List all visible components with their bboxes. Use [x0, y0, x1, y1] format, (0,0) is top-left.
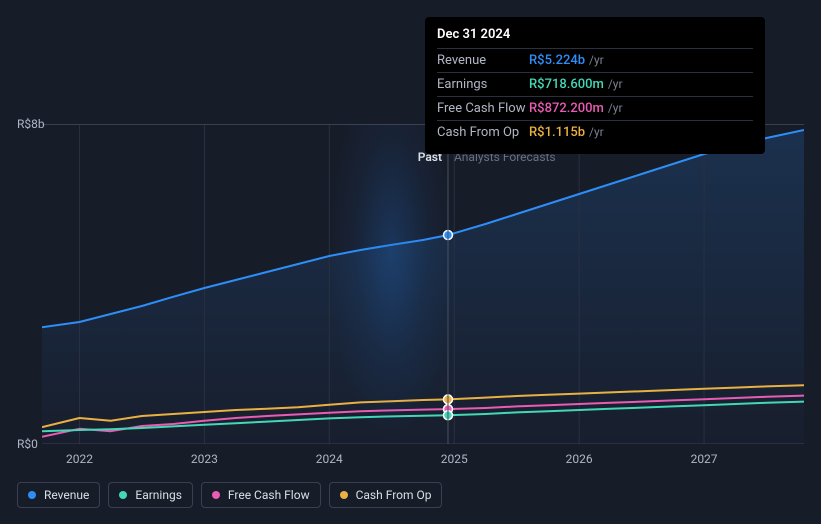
- legend-dot: [340, 491, 348, 499]
- legend-item[interactable]: Earnings: [108, 482, 193, 508]
- tooltip-row-value: R$5.224b: [529, 53, 585, 68]
- tooltip-row: Revenue R$5.224b /yr: [437, 49, 753, 73]
- legend-item[interactable]: Free Cash Flow: [201, 482, 321, 508]
- x-axis-label: 2023: [191, 452, 218, 466]
- tooltip-row-unit: /yr: [608, 77, 623, 92]
- tooltip-date: Dec 31 2024: [437, 27, 753, 49]
- legend-dot: [212, 491, 220, 499]
- x-axis-label: 2025: [441, 452, 468, 466]
- legend-item[interactable]: Revenue: [17, 482, 100, 508]
- legend-label: Cash From Op: [356, 488, 432, 502]
- tooltip-row: Cash From Op R$1.115b /yr: [437, 121, 753, 144]
- legend-label: Earnings: [135, 488, 182, 502]
- tooltip-row-unit: /yr: [608, 101, 623, 116]
- tooltip-row-label: Revenue: [437, 53, 529, 68]
- legend-label: Free Cash Flow: [228, 488, 310, 502]
- tooltip-row-unit: /yr: [589, 53, 604, 68]
- x-axis-label: 2022: [66, 452, 93, 466]
- y-axis-label: R$8b: [17, 117, 45, 131]
- y-axis-label: R$0: [17, 437, 38, 451]
- tooltip-row: Free Cash Flow R$872.200m /yr: [437, 97, 753, 121]
- tooltip-row-value: R$718.600m: [529, 77, 604, 92]
- legend-item[interactable]: Cash From Op: [329, 482, 443, 508]
- x-axis-label: 2026: [566, 452, 593, 466]
- tooltip-row-label: Earnings: [437, 77, 529, 92]
- tooltip-row-value: R$872.200m: [529, 101, 604, 116]
- x-axis-label: 2027: [691, 452, 718, 466]
- chart-svg: [42, 124, 804, 444]
- x-axis: 2022 2023 2024 2025 2026 2027: [42, 452, 804, 472]
- tooltip: Dec 31 2024 Revenue R$5.224b /yrEarnings…: [425, 17, 765, 154]
- x-axis-label: 2024: [316, 452, 343, 466]
- chart-plot: Past Analysts Forecasts: [42, 124, 804, 444]
- legend-dot: [28, 491, 36, 499]
- tooltip-row-unit: /yr: [589, 125, 604, 140]
- tooltip-row-label: Cash From Op: [437, 125, 529, 140]
- tooltip-row-label: Free Cash Flow: [437, 101, 529, 116]
- legend: Revenue Earnings Free Cash Flow Cash From O…: [17, 482, 442, 508]
- legend-dot: [119, 491, 127, 499]
- tooltip-row: Earnings R$718.600m /yr: [437, 73, 753, 97]
- legend-label: Revenue: [44, 488, 89, 502]
- tooltip-row-value: R$1.115b: [529, 125, 585, 140]
